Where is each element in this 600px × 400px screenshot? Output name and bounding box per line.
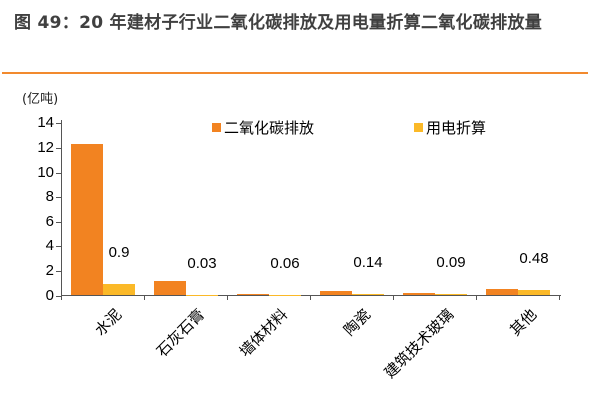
y-axis — [61, 120, 62, 296]
x-tick-mark — [144, 295, 145, 300]
x-category-label: 石灰石膏 — [152, 305, 208, 361]
x-category-label: 水泥 — [90, 305, 125, 340]
y-tick-label: 8 — [45, 188, 54, 206]
x-category-label: 陶瓷 — [339, 305, 374, 340]
data-label: 0.06 — [270, 254, 300, 272]
bar-electricity-equivalent — [186, 294, 218, 296]
data-label: 0.48 — [519, 249, 549, 267]
x-category-label: 建筑技术玻璃 — [380, 305, 457, 382]
y-tick-label: 2 — [45, 261, 54, 279]
bar-electricity-equivalent — [518, 289, 550, 296]
x-category-label: 墙体材料 — [235, 305, 291, 361]
legend-label-co2: 二氧化碳排放 — [224, 119, 315, 137]
bar-co2-emission — [486, 289, 518, 296]
y-tick-label: 4 — [45, 237, 54, 255]
y-tick-label: 12 — [37, 138, 54, 156]
title-divider — [2, 72, 588, 74]
bar-electricity-equivalent — [435, 294, 467, 296]
y-tick-mark — [56, 271, 61, 272]
bar-co2-emission — [154, 280, 186, 296]
y-axis-unit: (亿吨) — [22, 92, 59, 107]
legend-swatch-electricity — [414, 123, 423, 132]
y-tick-label: 0 — [45, 286, 54, 304]
x-tick-mark — [393, 295, 394, 300]
data-label: 0.9 — [108, 244, 130, 262]
bar-co2-emission — [71, 144, 103, 296]
data-label: 0.09 — [436, 254, 466, 272]
y-tick-mark — [56, 173, 61, 174]
bar-co2-emission — [403, 292, 435, 296]
x-tick-mark — [559, 295, 560, 300]
x-axis — [61, 295, 561, 296]
bar-co2-emission — [237, 293, 269, 296]
x-tick-mark — [476, 295, 477, 300]
y-tick-label: 14 — [37, 114, 54, 132]
data-label: 0.03 — [187, 254, 217, 272]
y-tick-label: 6 — [45, 212, 54, 230]
bar-co2-emission — [320, 291, 352, 296]
y-tick-mark — [56, 222, 61, 223]
legend-swatch-co2 — [212, 123, 221, 132]
y-tick-mark — [56, 246, 61, 247]
y-tick-mark — [56, 296, 61, 297]
bar-electricity-equivalent — [103, 284, 135, 296]
figure-title: 图 49：20 年建材子行业二氧化碳排放及用电量折算二氧化碳排放量 — [14, 13, 543, 33]
x-tick-mark — [61, 295, 62, 300]
y-tick-mark — [56, 197, 61, 198]
legend-label-electricity: 用电折算 — [426, 119, 487, 137]
legend-item-electricity: 用电折算 — [414, 117, 486, 138]
y-tick-mark — [56, 148, 61, 149]
bar-electricity-equivalent — [269, 294, 301, 296]
x-tick-mark — [310, 295, 311, 300]
x-tick-mark — [227, 295, 228, 300]
y-tick-label: 10 — [37, 163, 54, 181]
y-tick-mark — [56, 123, 61, 124]
data-label: 0.14 — [353, 253, 383, 271]
x-category-label: 其他 — [505, 305, 540, 340]
bar-electricity-equivalent — [352, 293, 384, 296]
legend-item-co2: 二氧化碳排放 — [212, 117, 314, 138]
